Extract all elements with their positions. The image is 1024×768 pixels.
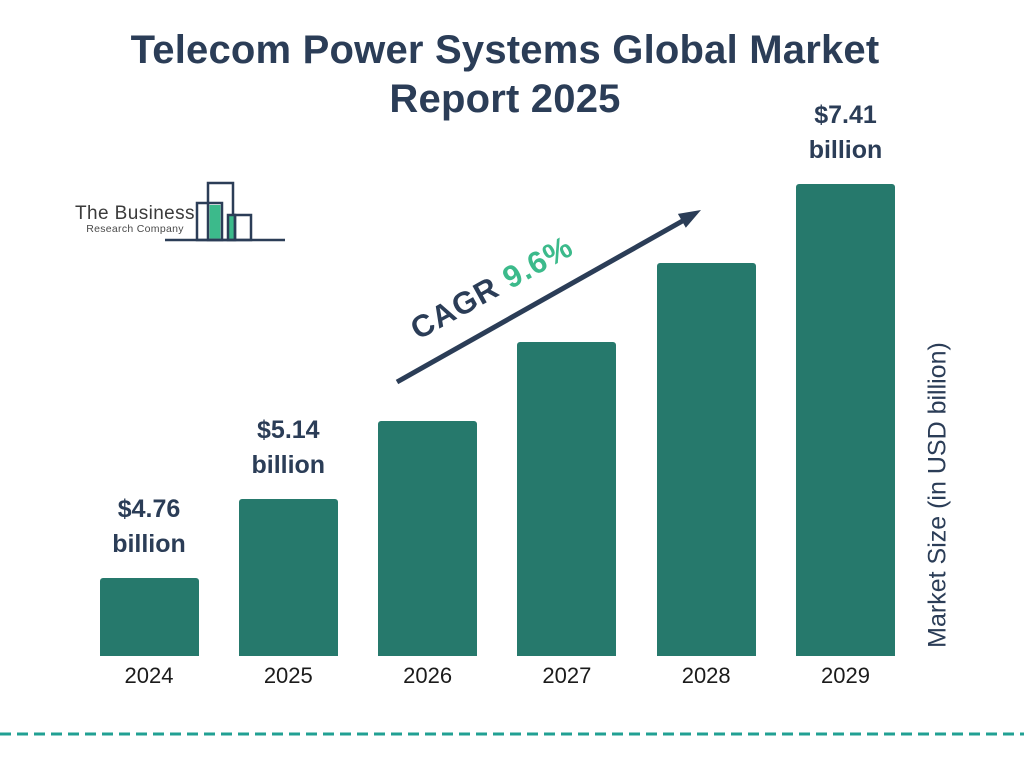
y-axis-label: Market Size (in USD billion) — [923, 342, 952, 648]
bar-2025 — [238, 499, 338, 656]
cagr-prefix: CAGR — [404, 269, 505, 347]
year-label-2028: 2028 — [681, 663, 731, 688]
year-label-2025: 2025 — [263, 663, 313, 688]
company-logo-subname: Research Company — [86, 223, 184, 235]
company-logo: The Business Research Company — [60, 178, 300, 248]
value-label-2029: $7.41 billion — [808, 101, 883, 164]
bar-2026 — [378, 421, 478, 656]
year-label-2026: 2026 — [403, 663, 453, 688]
value-label-2025: $5.14 billion — [251, 416, 326, 479]
bar-buildings-logo-icon — [165, 181, 285, 242]
bar-2028 — [656, 263, 756, 656]
year-label-2029: 2029 — [821, 663, 870, 688]
year-label-2024: 2024 — [124, 663, 174, 688]
growth-arrow-head-icon — [677, 210, 701, 228]
page-title: Telecom Power Systems Global Market Repo… — [0, 26, 1010, 124]
company-logo-text: The Business Research Company — [75, 204, 195, 235]
year-label-2027: 2027 — [542, 663, 592, 688]
cagr-annotation: CAGR9.6% — [405, 229, 580, 348]
value-label-2024: $4.76 billion — [112, 495, 186, 558]
bar-2024 — [99, 578, 199, 656]
page-title-line2: Report 2025 — [389, 77, 621, 121]
company-logo-name: The Business — [75, 203, 195, 224]
cagr-value: 9.6% — [496, 228, 579, 296]
bar-2029 — [796, 184, 895, 656]
page-title-line1: Telecom Power Systems Global Market — [130, 28, 880, 72]
bar-2027 — [517, 342, 617, 656]
